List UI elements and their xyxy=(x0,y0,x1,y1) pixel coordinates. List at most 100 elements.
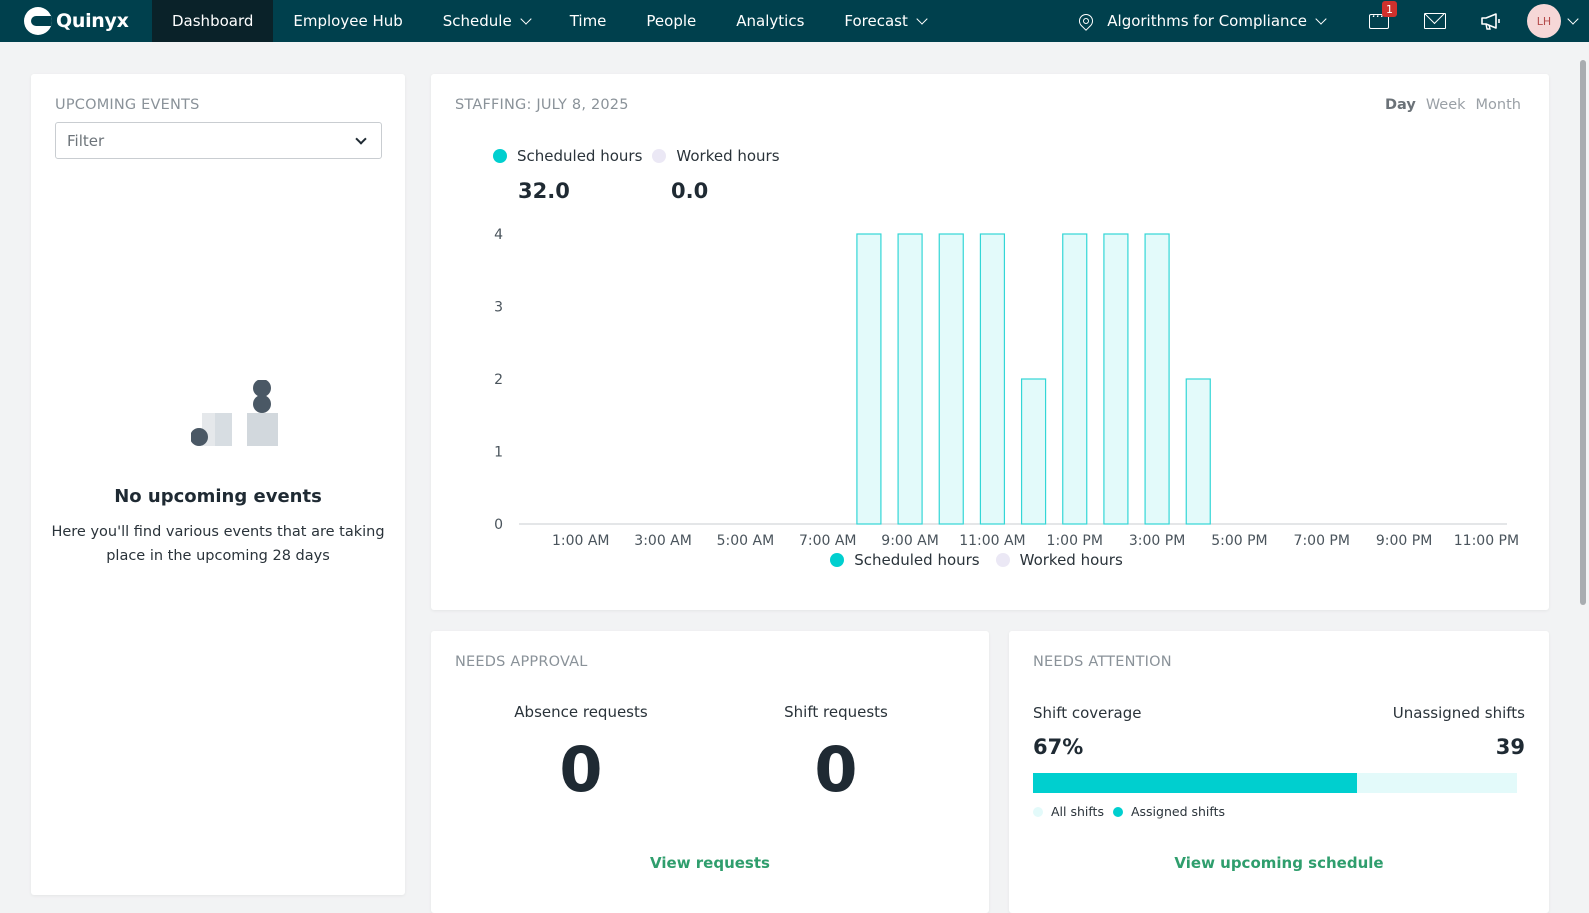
y-tick-label: 2 xyxy=(494,372,503,388)
legend-dot-worked xyxy=(652,149,667,163)
coverage-legend: All shifts Assigned shifts xyxy=(1033,804,1234,819)
needs-approval-card: NEEDS APPROVAL Absence requests 0 Shift … xyxy=(431,631,989,913)
legend-worked-hours[interactable]: Worked hours xyxy=(652,147,780,165)
nav-schedule[interactable]: Schedule xyxy=(423,0,550,42)
shift-requests-count: 0 xyxy=(814,733,858,806)
x-tick-label: 1:00 PM xyxy=(1047,533,1103,549)
x-tick-label: 9:00 PM xyxy=(1376,533,1432,549)
y-tick-label: 1 xyxy=(494,445,503,461)
range-week[interactable]: Week xyxy=(1425,97,1466,113)
legend-assigned-shifts: Assigned shifts xyxy=(1112,804,1225,819)
view-upcoming-schedule-link[interactable]: View upcoming schedule xyxy=(1174,854,1384,872)
x-tick-label: 1:00 AM xyxy=(552,533,610,549)
quinyx-logo-icon xyxy=(24,7,52,35)
top-navigation-bar: Quinyx Dashboard Employee Hub Schedule T… xyxy=(0,0,1589,42)
nav-forecast[interactable]: Forecast xyxy=(824,0,945,42)
announcements-button[interactable] xyxy=(1463,0,1519,42)
unassigned-shifts-value: 39 xyxy=(1495,735,1525,759)
shift-coverage-progress-bar xyxy=(1033,773,1517,793)
messages-button[interactable]: 1 xyxy=(1351,0,1407,42)
scheduled-hours-total: 32.0 xyxy=(518,179,570,203)
x-tick-label: 11:00 AM xyxy=(959,533,1025,549)
legend-scheduled-label: Scheduled hours xyxy=(517,147,643,165)
needs-attention-card: NEEDS ATTENTION Shift coverage Unassigne… xyxy=(1009,631,1549,913)
nav-forecast-label: Forecast xyxy=(844,12,908,30)
absence-requests: Absence requests 0 xyxy=(456,703,706,806)
chat-icon xyxy=(1369,6,1389,29)
legend-bottom-scheduled-label: Scheduled hours xyxy=(854,551,980,569)
user-menu[interactable]: LH xyxy=(1519,4,1589,38)
bar-scheduled-hours xyxy=(1185,378,1211,525)
x-tick-label: 3:00 PM xyxy=(1129,533,1185,549)
nav-dashboard-label: Dashboard xyxy=(172,12,254,30)
bar-scheduled-hours xyxy=(1062,233,1088,525)
legend-dot-scheduled xyxy=(493,149,507,163)
location-pin-icon xyxy=(1076,11,1097,31)
bar-scheduled-hours xyxy=(1144,233,1170,525)
range-month[interactable]: Month xyxy=(1475,97,1521,113)
x-tick-label: 11:00 PM xyxy=(1454,533,1519,549)
location-name: Algorithms for Compliance xyxy=(1107,12,1307,30)
range-selector: Day Week Month xyxy=(1385,97,1521,113)
nav-dashboard[interactable]: Dashboard xyxy=(152,0,274,42)
empty-calendar-illustration xyxy=(191,380,278,446)
legend-assigned-shifts-label: Assigned shifts xyxy=(1130,804,1225,819)
empty-events-description: Here you'll find various events that are… xyxy=(51,524,385,564)
shift-requests: Shift requests 0 xyxy=(711,703,961,806)
legend-bottom-worked-label: Worked hours xyxy=(1019,551,1123,569)
absence-requests-count: 0 xyxy=(559,733,603,806)
x-tick-label: 7:00 PM xyxy=(1294,533,1350,549)
attention-labels: Shift coverage Unassigned shifts xyxy=(1033,704,1525,722)
x-tick-label: 3:00 AM xyxy=(634,533,692,549)
shift-coverage-value: 67% xyxy=(1033,735,1084,759)
events-filter-dropdown[interactable]: Filter xyxy=(55,122,382,159)
staffing-title: STAFFING: JULY 8, 2025 xyxy=(455,97,629,113)
x-tick-label: 7:00 AM xyxy=(799,533,857,549)
legend-bottom-worked[interactable]: Worked hours xyxy=(995,551,1123,569)
legend-bottom-scheduled[interactable]: Scheduled hours xyxy=(830,551,980,569)
nav-people-label: People xyxy=(646,12,697,30)
legend-scheduled-hours[interactable]: Scheduled hours xyxy=(493,147,642,165)
megaphone-icon xyxy=(1481,13,1500,30)
staffing-totals: 32.0 0.0 xyxy=(518,179,708,203)
nav-schedule-label: Schedule xyxy=(442,12,512,30)
quinyx-logo[interactable]: Quinyx xyxy=(0,0,152,42)
y-tick-label: 3 xyxy=(494,300,503,316)
shift-coverage-label: Shift coverage xyxy=(1033,704,1142,722)
bar-scheduled-hours xyxy=(979,233,1006,525)
nav-time[interactable]: Time xyxy=(550,0,627,42)
avatar: LH xyxy=(1527,4,1561,38)
needs-approval-title: NEEDS APPROVAL xyxy=(455,654,588,670)
view-requests-link[interactable]: View requests xyxy=(650,854,770,872)
bar-scheduled-hours xyxy=(938,233,964,525)
empty-events-title: No upcoming events xyxy=(114,486,322,507)
x-tick-label: 5:00 AM xyxy=(717,533,775,549)
legend-dot-scheduled xyxy=(830,553,845,567)
range-day[interactable]: Day xyxy=(1384,97,1416,113)
staffing-bar-chart: 0 1 2 3 4 1:00 AM 3:00 AM 5:00 AM 7:00 AM 9:00 AM… xyxy=(494,227,1519,549)
chevron-down-icon xyxy=(916,12,928,25)
page-scrollbar[interactable] xyxy=(1577,42,1589,913)
location-selector[interactable]: Algorithms for Compliance xyxy=(1076,11,1351,31)
bar-scheduled-hours xyxy=(1020,378,1047,525)
upcoming-events-title: UPCOMING EVENTS xyxy=(55,97,200,113)
shift-requests-label: Shift requests xyxy=(784,703,888,721)
nav-employee-hub[interactable]: Employee Hub xyxy=(273,0,422,42)
legend-all-shifts: All shifts xyxy=(1033,804,1104,819)
attention-values: 67% 39 xyxy=(1033,735,1525,759)
chevron-down-icon xyxy=(1315,12,1327,25)
bar-scheduled-hours xyxy=(1103,233,1129,525)
x-tick-label: 9:00 AM xyxy=(881,533,939,549)
bar-scheduled-hours xyxy=(856,233,882,525)
filter-placeholder: Filter xyxy=(67,131,105,150)
staffing-legend-bottom: Scheduled hours Worked hours xyxy=(431,551,1532,569)
brand-name: Quinyx xyxy=(56,10,129,32)
nav-people[interactable]: People xyxy=(626,0,716,42)
staffing-legend-top: Scheduled hours Worked hours xyxy=(493,147,790,165)
scrollbar-thumb[interactable] xyxy=(1580,60,1586,605)
messages-badge: 1 xyxy=(1382,1,1397,17)
legend-dot-assigned-shifts xyxy=(1112,806,1123,817)
nav-analytics[interactable]: Analytics xyxy=(716,0,824,42)
absence-requests-label: Absence requests xyxy=(514,703,648,721)
mail-button[interactable] xyxy=(1407,0,1463,42)
